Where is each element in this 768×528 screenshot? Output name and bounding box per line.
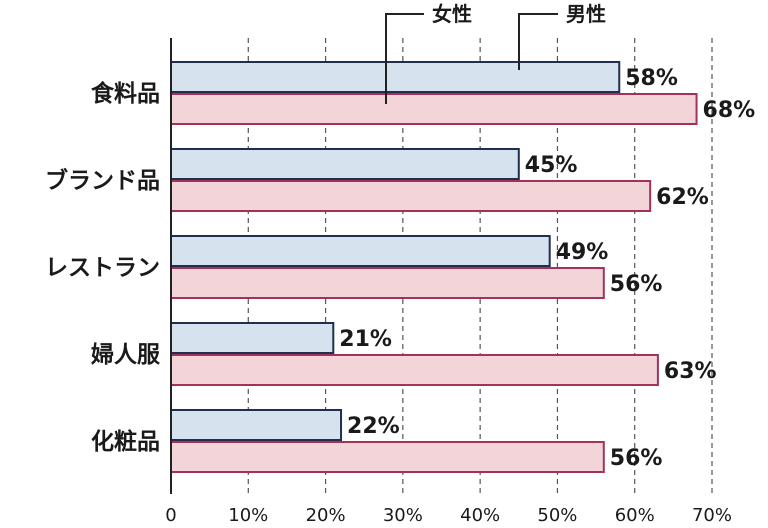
bar-男性-ブランド品 — [170, 148, 520, 180]
bar-男性-婦人服 — [170, 322, 335, 354]
value-label-女性-婦人服: 63% — [664, 359, 717, 384]
bars — [170, 61, 698, 473]
x-tick-label-30: 30% — [383, 505, 423, 526]
x-tick-label-20: 20% — [306, 505, 346, 526]
value-label-男性-化粧品: 22% — [347, 414, 400, 439]
value-label-男性-食料品: 58% — [625, 66, 678, 91]
category-label-化粧品: 化粧品 — [91, 428, 160, 455]
bar-男性-レストラン — [170, 235, 551, 267]
x-tick-label-50: 50% — [537, 505, 577, 526]
x-tick-label-10: 10% — [228, 505, 268, 526]
x-tick-label-60: 60% — [615, 505, 655, 526]
x-axis: 0 10% 20% 30% 40% 50% 60% 70% — [165, 38, 732, 526]
legend-label-男性: 男性 — [566, 2, 606, 26]
x-tick-label-70: 70% — [692, 505, 732, 526]
value-label-男性-レストラン: 49% — [556, 240, 609, 265]
bar-男性-化粧品 — [170, 409, 343, 441]
bar-女性-食料品 — [170, 93, 698, 125]
value-label-男性-婦人服: 21% — [339, 327, 392, 352]
value-label-女性-レストラン: 56% — [610, 272, 663, 297]
bar-女性-化粧品 — [170, 441, 605, 473]
x-tick-label-0: 0 — [165, 505, 176, 526]
bar-男性-食料品 — [170, 61, 621, 93]
category-label-レストラン: レストラン — [45, 255, 160, 281]
legend-label-女性: 女性 — [432, 2, 472, 26]
category-label-食料品: 食料品 — [91, 80, 160, 107]
legend: 女性 男性 — [385, 2, 606, 104]
x-tick-label-40: 40% — [460, 505, 500, 526]
category-label-婦人服: 婦人服 — [90, 341, 161, 368]
value-label-女性-化粧品: 56% — [610, 446, 663, 471]
value-label-女性-食料品: 68% — [703, 98, 756, 123]
value-label-男性-ブランド品: 45% — [525, 153, 578, 178]
value-labels: 58%68%45%62%49%56%21%63%22%56% — [339, 66, 755, 471]
category-label-ブランド品: ブランド品 — [45, 167, 160, 194]
bar-女性-婦人服 — [170, 354, 659, 386]
legend-callout-男性 — [518, 13, 558, 70]
legend-callout-女性 — [385, 13, 424, 104]
value-label-女性-ブランド品: 62% — [656, 185, 709, 210]
bar-女性-レストラン — [170, 267, 605, 299]
bar-女性-ブランド品 — [170, 180, 652, 212]
